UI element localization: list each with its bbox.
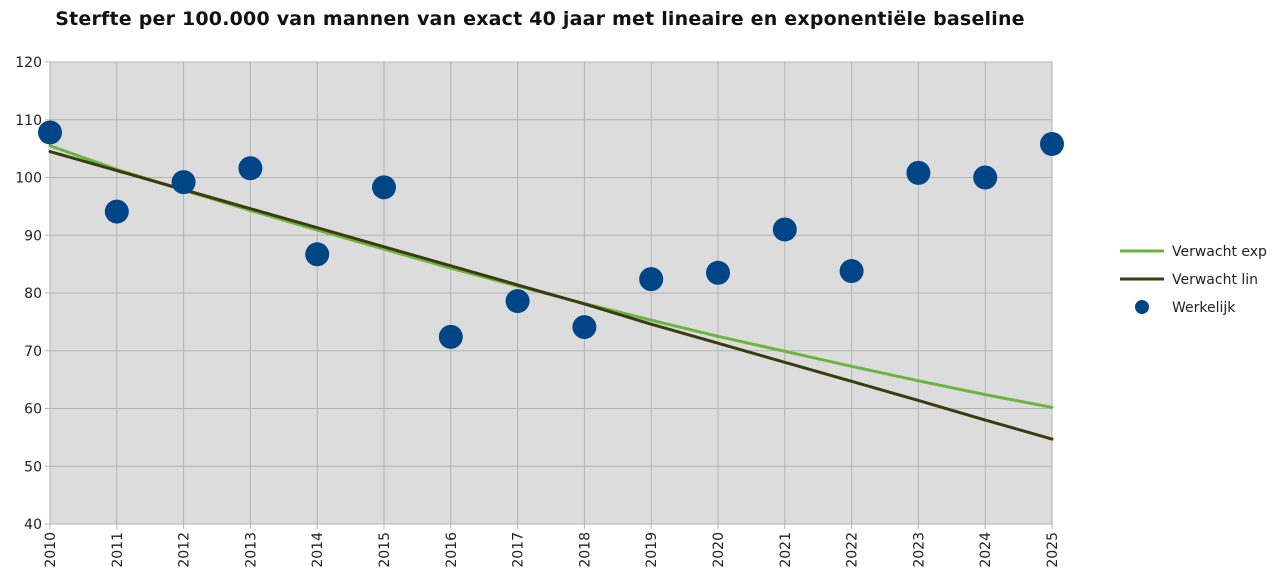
data-point (505, 289, 530, 314)
y-tick-label: 100 (15, 171, 42, 187)
axes: 40 50 60 70 80 90 100 110 120 2010 2011 2012 2013 201… (15, 55, 1061, 568)
plot-border (49, 61, 1053, 525)
x-tick-label: 2021 (778, 532, 794, 568)
x-tick-label: 2015 (377, 532, 393, 568)
chart-title: Sterfte per 100.000 van mannen van exact… (55, 8, 1025, 30)
x-tick-label: 2024 (978, 532, 994, 568)
legend-label-werkelijk: Werkelijk (1172, 300, 1236, 316)
y-tick-label: 50 (24, 459, 42, 475)
data-point (305, 242, 330, 267)
data-point (839, 259, 864, 284)
y-tick-label: 70 (24, 344, 42, 360)
x-tick-label: 2025 (1045, 532, 1061, 568)
y-tick-label: 80 (24, 286, 42, 302)
x-tick-label: 2011 (110, 532, 126, 568)
x-tick-label: 2020 (711, 532, 727, 568)
legend-swatch-werkelijk (1135, 300, 1149, 314)
legend-label-verwacht-exp: Verwacht exp (1172, 244, 1267, 260)
data-point (906, 160, 931, 185)
data-point (238, 156, 263, 181)
data-point (572, 315, 597, 340)
data-point (38, 120, 62, 145)
x-tick-label: 2022 (845, 532, 861, 568)
x-tick-label: 2013 (243, 532, 259, 568)
data-point (438, 324, 463, 349)
data-point (772, 217, 797, 242)
x-tick-label: 2019 (644, 532, 660, 568)
x-tick-label: 2016 (444, 532, 460, 568)
x-tick-label: 2018 (577, 532, 593, 568)
x-tick-label: 2012 (177, 532, 193, 568)
y-tick-label: 120 (15, 55, 42, 71)
y-tick-label: 40 (24, 517, 42, 533)
data-point (104, 199, 129, 224)
data-point (1040, 132, 1064, 157)
series (38, 120, 1064, 441)
series-line-verwacht-lin (48, 150, 1054, 441)
y-tick-label: 60 (24, 402, 42, 418)
data-point (372, 175, 396, 200)
data-point (706, 260, 730, 285)
legend: Verwacht exp Verwacht lin Werkelijk (1120, 244, 1267, 316)
data-point (973, 165, 998, 190)
y-tick-label: 110 (15, 113, 42, 129)
x-tick-label: 2017 (511, 532, 527, 568)
legend-label-verwacht-lin: Verwacht lin (1172, 272, 1258, 288)
data-point (639, 267, 664, 292)
data-point (171, 170, 196, 195)
x-tick-label: 2010 (43, 532, 59, 568)
y-tick-label: 90 (24, 228, 42, 244)
x-tick-label: 2023 (911, 532, 927, 568)
x-tick-label: 2014 (310, 532, 326, 568)
